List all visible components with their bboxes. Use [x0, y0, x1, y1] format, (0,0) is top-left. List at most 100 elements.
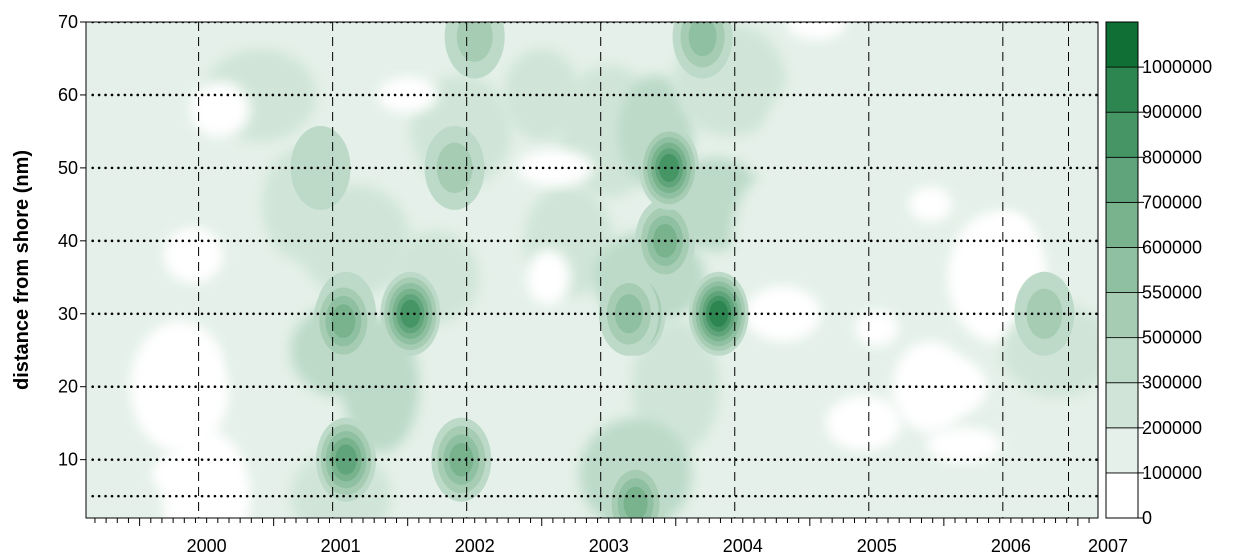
station-dot	[380, 93, 384, 97]
station-dot	[348, 458, 352, 461]
station-dot	[702, 385, 706, 389]
station-dot	[130, 458, 133, 461]
station-dot	[953, 458, 957, 461]
station-dot	[567, 239, 571, 243]
station-dot	[419, 458, 423, 461]
station-dot	[413, 166, 416, 170]
station-dot	[110, 385, 114, 389]
station-dot	[97, 312, 101, 316]
station-dot	[496, 385, 500, 389]
station-dot	[754, 458, 757, 461]
station-dot	[1037, 93, 1040, 97]
station-dot	[509, 385, 513, 389]
station-dot	[561, 385, 564, 389]
station-dot	[863, 458, 867, 461]
station-dot	[580, 239, 583, 243]
station-dot	[149, 166, 152, 170]
station-dot	[207, 494, 210, 498]
station-dot	[1095, 385, 1098, 389]
station-dot	[368, 239, 371, 243]
station-dot	[226, 494, 230, 498]
station-dot	[966, 385, 970, 389]
station-dot	[850, 494, 854, 498]
station-dot	[1082, 494, 1085, 498]
colorbar-label: 800000	[1142, 147, 1202, 167]
colorbar-label: 200000	[1142, 418, 1202, 438]
station-dot	[425, 166, 429, 170]
station-dot	[361, 385, 365, 389]
station-dot	[355, 494, 358, 498]
station-dot	[638, 312, 641, 316]
station-dot	[387, 239, 390, 243]
station-dot	[676, 239, 680, 243]
station-dot	[91, 166, 95, 170]
station-dot	[149, 494, 152, 498]
station-dot	[811, 166, 815, 170]
station-dot	[959, 385, 963, 389]
station-dot	[734, 385, 738, 389]
station-dot	[110, 239, 114, 243]
station-dot	[959, 166, 963, 170]
station-dot	[715, 239, 719, 243]
station-dot	[644, 385, 648, 389]
low-value-region	[854, 310, 899, 347]
station-dot	[194, 93, 197, 97]
station-dot	[1037, 494, 1040, 498]
hotspot-contour	[709, 300, 729, 327]
station-dot	[760, 458, 764, 461]
station-dot	[869, 93, 873, 97]
station-dot	[734, 458, 738, 461]
station-dot	[1011, 312, 1015, 316]
station-dot	[779, 494, 783, 498]
station-dot	[670, 458, 674, 461]
station-dot	[927, 494, 931, 498]
station-dot	[940, 494, 944, 498]
station-dot	[516, 385, 519, 389]
hotspot-contour	[456, 22, 493, 62]
station-dot	[496, 239, 500, 243]
station-dot	[509, 93, 513, 97]
station-dot	[535, 166, 538, 170]
station-dot	[837, 494, 841, 498]
station-dot	[1069, 494, 1072, 498]
low-value-region	[526, 249, 571, 306]
station-dot	[477, 494, 481, 498]
station-dot	[406, 239, 410, 243]
station-dot	[992, 458, 995, 461]
station-dot	[483, 239, 487, 243]
station-dot	[277, 385, 281, 389]
station-dot	[471, 385, 474, 389]
station-dot	[490, 385, 493, 389]
station-dot	[516, 239, 519, 243]
station-dot	[857, 458, 860, 461]
station-dot	[876, 93, 879, 97]
station-dot	[940, 385, 944, 389]
station-dot	[445, 166, 448, 170]
station-dot	[831, 93, 834, 97]
station-dot	[1017, 385, 1021, 389]
station-dot	[895, 166, 899, 170]
station-dot	[902, 312, 905, 316]
station-dot	[271, 458, 275, 461]
station-dot	[857, 239, 860, 243]
station-dot	[91, 312, 95, 316]
station-dot	[348, 93, 352, 97]
station-dot	[741, 239, 744, 243]
station-dot	[528, 93, 532, 97]
station-dot	[844, 312, 847, 316]
station-dot	[194, 312, 197, 316]
station-dot	[117, 166, 120, 170]
station-dot	[554, 494, 558, 498]
station-dot	[934, 239, 937, 243]
station-dot	[683, 239, 686, 243]
station-dot	[368, 312, 371, 316]
station-dot	[239, 385, 242, 389]
station-dot	[1056, 166, 1060, 170]
station-dot	[876, 312, 879, 316]
station-dot	[245, 385, 249, 389]
station-dot	[432, 166, 435, 170]
station-dot	[844, 458, 847, 461]
station-dot	[438, 93, 442, 97]
station-dot	[612, 239, 616, 243]
station-dot	[1017, 494, 1021, 498]
